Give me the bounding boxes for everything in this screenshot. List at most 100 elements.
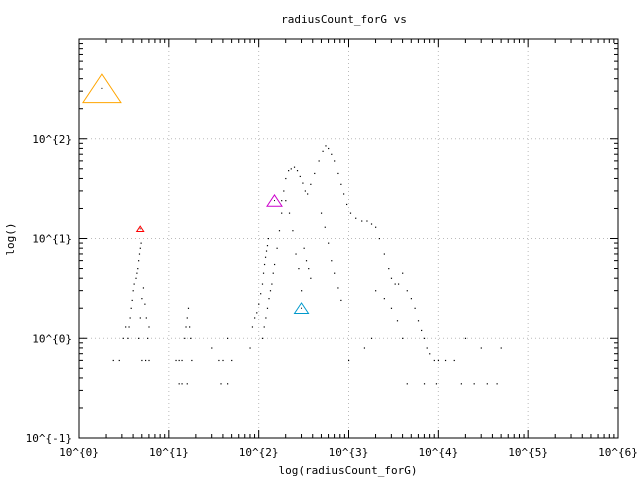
scatter-point [343,193,345,195]
marker-center-point [139,228,141,230]
highlight-markers [81,73,310,314]
x-axis-label: log(radiusCount_forG) [278,464,417,477]
scatter-point [390,277,393,279]
scatter-point [260,293,262,295]
scatter-point [410,298,412,300]
scatter-point [127,337,129,339]
x-tick-label: 10^{0} [59,446,99,459]
scatter-point [271,283,273,285]
scatter-point [324,226,326,228]
marker-center-point [301,307,303,309]
scatter-point [141,359,143,362]
scatter-point [266,307,269,309]
scatter-point [318,160,320,162]
scatter-point [148,359,150,362]
scatter-point [348,359,350,362]
scatter-point [187,307,190,309]
scatter-point [437,359,440,362]
scatter-point [218,359,220,362]
scatter-point [340,299,342,302]
scatter-point [397,283,400,285]
scatter-point [390,307,393,309]
scatter-point [473,383,475,385]
x-tick-label: 10^{1} [149,446,189,459]
scatter-point [363,347,366,349]
scatter-point [118,359,120,362]
scatter-point [421,329,423,332]
y-axis-label: log() [4,222,17,255]
scatter-point [227,383,229,385]
scatter-point [266,245,269,247]
chart-title: radiusCount_forG vs [281,13,407,26]
scatter-point [303,247,305,249]
scatter-point [191,359,193,362]
scatter-point [295,253,297,255]
scatter-point [138,337,140,339]
scatter-point [406,383,408,385]
scatter-point [301,290,303,292]
scatter-point [263,263,266,266]
scatter-point [136,272,138,274]
scatter-point [135,277,137,279]
scatter-point [331,260,333,262]
scatter-point [273,263,276,266]
scatter-point [302,182,304,184]
scatter-point [496,383,498,385]
scatter-point [276,247,278,249]
scatter-point [328,147,330,150]
scatter-point [402,272,404,274]
scatter-point [138,260,140,262]
y-tick-label: 10^{0} [32,332,72,345]
scatter-point [190,337,192,339]
scatter-point [142,287,145,289]
scatter-point [128,326,130,328]
scatter-point [133,283,135,285]
scatter-point [314,172,316,175]
scatter-point [486,383,488,385]
triangle-marker [135,225,145,232]
scatter-point [222,359,224,362]
x-tick-label: 10^{2} [239,446,279,459]
scatter-point [340,183,342,185]
scatter-point [370,337,373,339]
scatter-point [288,212,291,214]
scatter-point [480,347,482,349]
scatter-point [258,303,260,305]
scatter-point [131,299,133,302]
scatter-point [355,217,357,219]
scatter-point [290,168,292,170]
scatter-point [378,238,380,240]
scatter-point [304,190,306,192]
scatter-point [310,183,312,185]
scatter-point [186,383,188,385]
scatter-points [112,145,502,385]
marker-center-point [101,87,103,89]
scatter-point [337,172,339,175]
scatter-point [178,383,180,385]
scatter-point [265,250,268,252]
scatter-point [293,166,296,168]
scatter-point [388,268,390,270]
grid [79,39,618,438]
scatter-point [181,383,183,385]
scatter-point [285,177,287,180]
scatter-point [375,290,377,292]
scatter-point [178,359,180,362]
scatter-point [349,212,352,214]
y-tick-label: 10^{-1} [26,432,72,445]
scatter-point [322,150,324,152]
scatter-point [285,200,287,202]
scatter-point [148,326,150,328]
scatter-point [460,383,462,385]
scatter-point [263,326,265,328]
scatter-point [345,203,348,206]
scatter-point [298,268,300,270]
scatter-point [262,272,265,274]
scatter-point [147,337,149,339]
scatter-point [370,223,373,225]
scatter-point [264,256,267,258]
scatter-point [261,283,264,285]
scatter-point [227,337,229,339]
scatter-point [139,247,141,249]
scatter-point [288,170,290,172]
